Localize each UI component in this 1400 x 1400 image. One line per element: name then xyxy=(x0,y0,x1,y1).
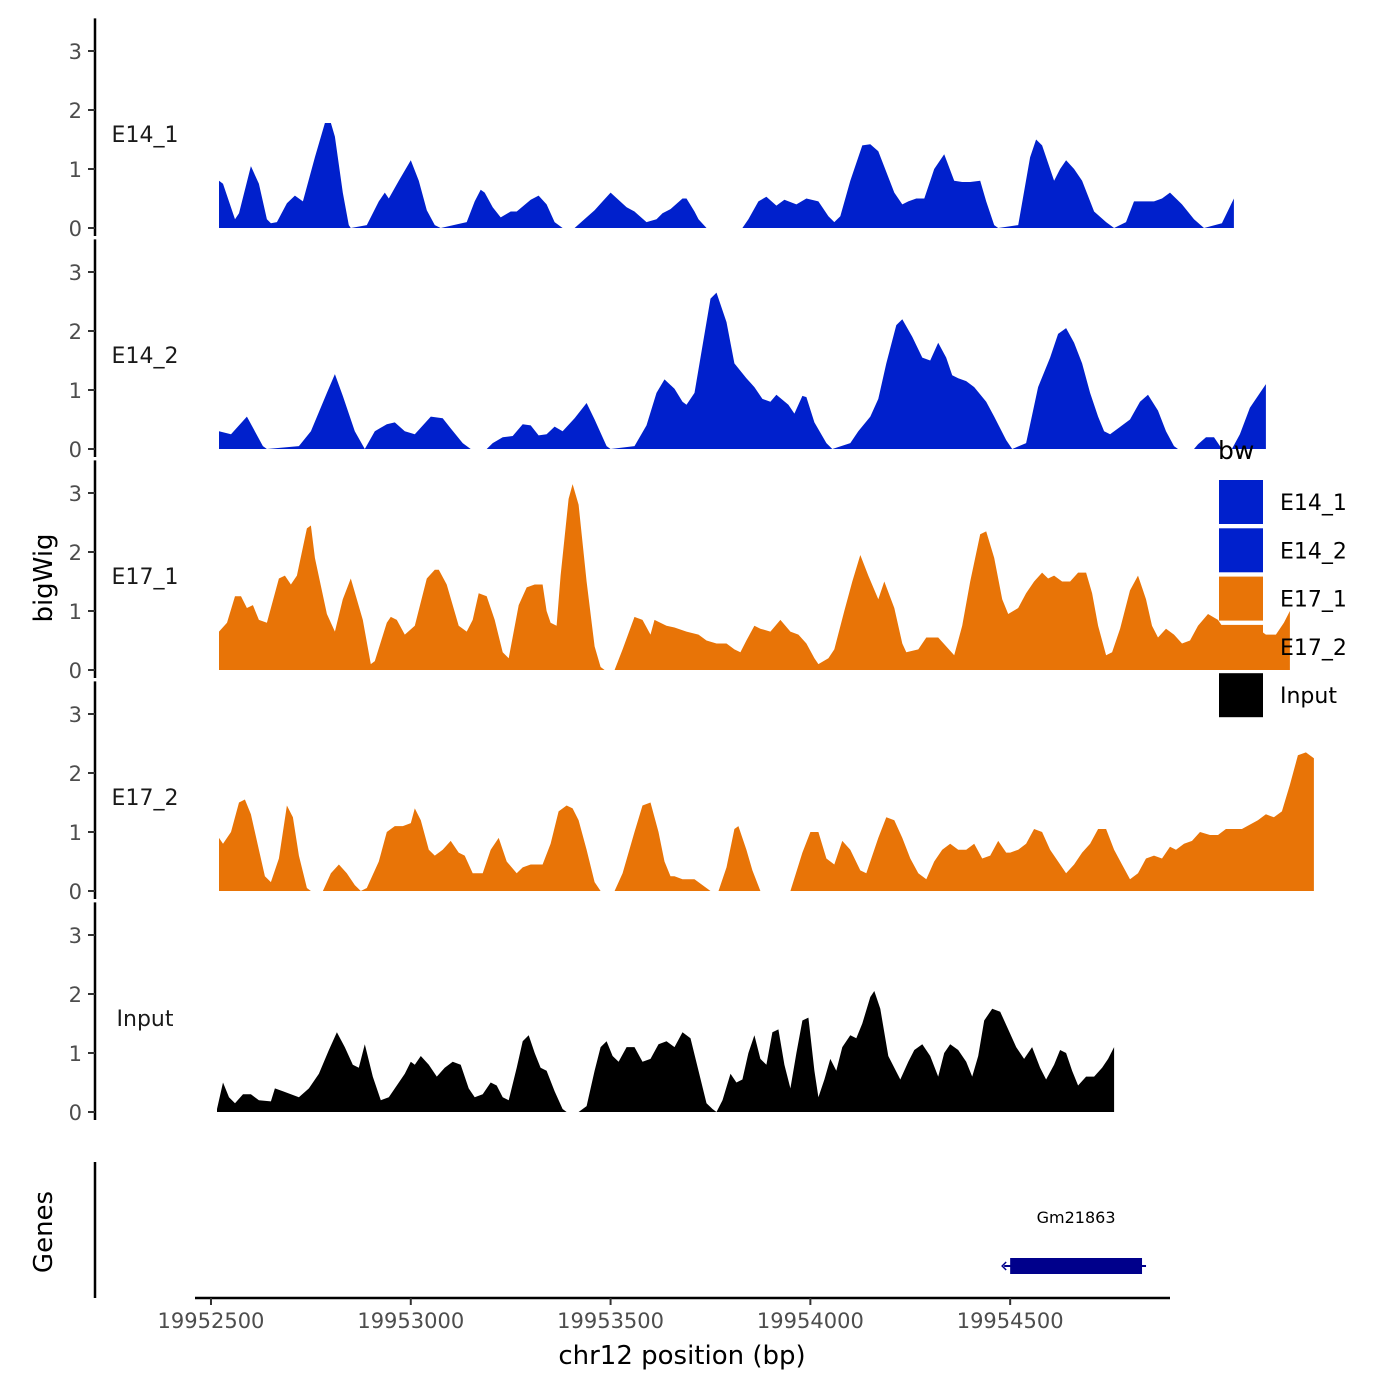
legend-item-E17_1: E17_1 xyxy=(1219,576,1347,621)
y-tick-label: 0 xyxy=(69,1101,82,1125)
y-tick-label: 0 xyxy=(69,438,82,462)
y-tick-label: 3 xyxy=(69,703,82,727)
track-E17_2: 0 1 2 3 E17_2 xyxy=(69,681,1314,904)
legend-swatch xyxy=(1219,624,1263,669)
legend-item-Input: Input xyxy=(1219,673,1337,718)
legend-label: E17_2 xyxy=(1280,636,1347,661)
x-tick-label: 19954500 xyxy=(957,1309,1064,1333)
legend-swatch xyxy=(1219,576,1263,621)
legend-swatch xyxy=(1219,673,1263,718)
genes-axis-title: Genes xyxy=(29,1191,59,1273)
y-tick-label: 1 xyxy=(69,379,82,403)
legend-label: Input xyxy=(1280,684,1337,709)
y-tick-label: 1 xyxy=(69,600,82,624)
y-tick-label: 0 xyxy=(69,217,82,241)
legend: bw E14_1 E14_2 E17_1 E17_2 Input xyxy=(1218,436,1347,718)
signal-tracks: 0 1 2 3 E14_1 0 1 2 3 E14_2 0 1 2 3 E17_1 0 1 2 3 E17_2 0 1 2 3… xyxy=(69,18,1314,1125)
signal-area-E17_1 xyxy=(219,484,1290,670)
legend-item-E17_2: E17_2 xyxy=(1219,624,1347,669)
y-tick-label: 3 xyxy=(69,40,82,64)
track-label: Input xyxy=(117,1007,174,1032)
y-tick-label: 0 xyxy=(69,880,82,904)
legend-item-E14_1: E14_1 xyxy=(1219,480,1347,524)
track-E14_2: 0 1 2 3 E14_2 xyxy=(69,239,1266,462)
signal-area-E14_2 xyxy=(219,292,1266,449)
x-tick-label: 19952500 xyxy=(158,1309,265,1333)
y-tick-label: 2 xyxy=(69,983,82,1007)
y-tick-label: 3 xyxy=(69,261,82,285)
legend-label: E17_1 xyxy=(1280,588,1347,613)
legend-item-E14_2: E14_2 xyxy=(1219,528,1347,573)
track-label: E17_1 xyxy=(112,565,179,590)
x-tick-label: 19953000 xyxy=(357,1309,464,1333)
y-tick-label: 1 xyxy=(69,158,82,182)
signal-area-Input xyxy=(217,991,1115,1112)
x-tick-label: 19953500 xyxy=(557,1309,664,1333)
track-E17_1: 0 1 2 3 E17_1 xyxy=(69,460,1290,683)
legend-swatch xyxy=(1219,480,1263,524)
y-axis-title: bigWig xyxy=(29,533,59,622)
y-tick-label: 2 xyxy=(69,541,82,565)
legend-title: bw xyxy=(1218,436,1254,465)
track-label: E14_2 xyxy=(112,344,179,369)
legend-swatch xyxy=(1219,528,1263,573)
y-tick-label: 1 xyxy=(69,1042,82,1066)
y-tick-label: 3 xyxy=(69,482,82,506)
y-tick-label: 2 xyxy=(69,99,82,123)
x-axis-title: chr12 position (bp) xyxy=(558,1341,805,1371)
legend-label: E14_2 xyxy=(1280,539,1347,564)
strand-arrow-icon xyxy=(1001,1261,1007,1271)
y-tick-label: 0 xyxy=(69,659,82,683)
y-tick-label: 2 xyxy=(69,320,82,344)
genes-panel: Gm21863 xyxy=(93,1162,1147,1298)
gene-Gm21863: Gm21863 xyxy=(1001,1208,1147,1274)
track-Input: 0 1 2 3 Input xyxy=(69,902,1115,1125)
legend-label: E14_1 xyxy=(1280,491,1347,516)
track-label: E17_2 xyxy=(112,786,179,811)
gene-exon xyxy=(1010,1258,1143,1274)
x-tick-label: 19954000 xyxy=(757,1309,864,1333)
x-axis: 19952500 19953000 19953500 19954000 19954500 xyxy=(158,1296,1170,1333)
track-label: E14_1 xyxy=(112,123,179,148)
signal-area-E17_2 xyxy=(219,752,1314,891)
signal-area-E14_1 xyxy=(219,123,1234,228)
y-tick-label: 2 xyxy=(69,762,82,786)
track-E14_1: 0 1 2 3 E14_1 xyxy=(69,18,1234,241)
gene-label: Gm21863 xyxy=(1037,1208,1116,1227)
y-tick-label: 3 xyxy=(69,924,82,948)
y-tick-label: 1 xyxy=(69,821,82,845)
